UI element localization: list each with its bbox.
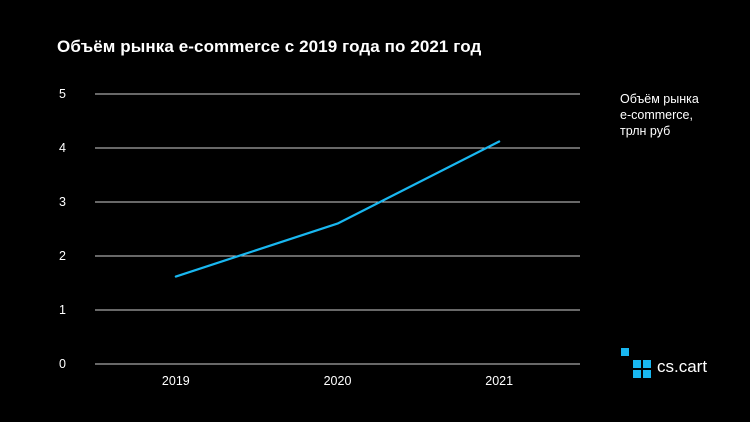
y-tick-label: 2 <box>59 249 66 263</box>
y-tick-label: 1 <box>59 303 66 317</box>
legend-line: трлн руб <box>620 124 671 138</box>
y-tick-label: 0 <box>59 357 66 371</box>
data-point <box>336 222 339 225</box>
x-tick-label: 2020 <box>324 374 352 388</box>
cs-cart-logo: cs.cart <box>621 348 741 384</box>
data-point <box>175 275 177 278</box>
chart-title: Объём рынка e-commerce с 2019 года по 20… <box>57 37 482 56</box>
x-axis-ticks: 2019 2020 2021 <box>162 374 513 388</box>
y-tick-label: 3 <box>59 195 66 209</box>
legend: Объём рынка e-commerce, трлн руб <box>620 91 740 139</box>
cs-cart-squares-icon <box>621 348 651 378</box>
y-tick-label: 5 <box>59 87 66 101</box>
data-point <box>498 140 500 143</box>
logo-text: cs.cart <box>657 357 708 376</box>
y-tick-label: 4 <box>59 141 66 155</box>
x-tick-label: 2021 <box>485 374 513 388</box>
series-lines <box>174 140 501 278</box>
legend-line: Объём рынка <box>620 92 699 106</box>
y-axis-ticks: 0 1 2 3 4 5 <box>59 87 66 371</box>
x-tick-label: 2019 <box>162 374 190 388</box>
legend-line: e-commerce, <box>620 108 693 122</box>
gridlines <box>95 93 580 365</box>
